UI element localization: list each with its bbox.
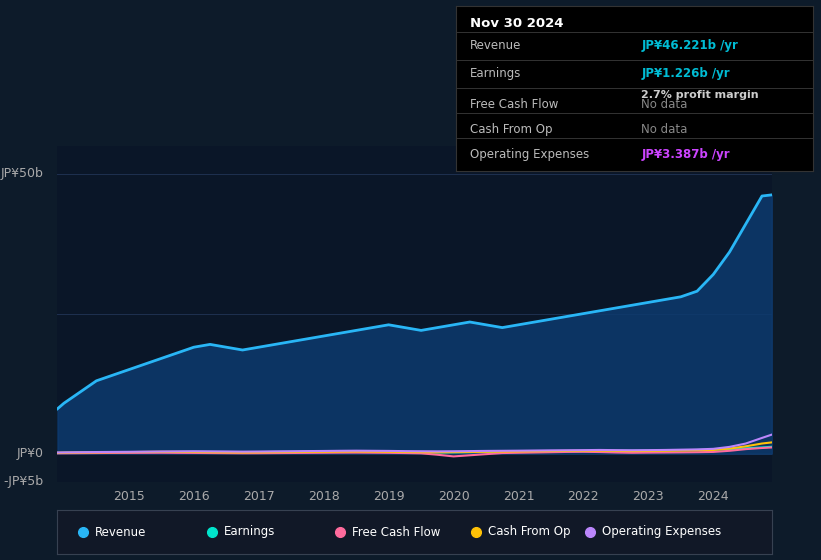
Text: JP¥1.226b /yr: JP¥1.226b /yr xyxy=(641,67,730,80)
Text: Earnings: Earnings xyxy=(224,525,275,539)
Text: JP¥0: JP¥0 xyxy=(16,447,44,460)
Text: 2.7% profit margin: 2.7% profit margin xyxy=(641,90,759,100)
Text: Operating Expenses: Operating Expenses xyxy=(470,148,589,161)
Text: Cash From Op: Cash From Op xyxy=(470,123,553,136)
Text: No data: No data xyxy=(641,123,688,136)
Text: -JP¥5b: -JP¥5b xyxy=(3,475,44,488)
Text: Nov 30 2024: Nov 30 2024 xyxy=(470,17,563,30)
Text: JP¥50b: JP¥50b xyxy=(0,167,44,180)
Text: JP¥3.387b /yr: JP¥3.387b /yr xyxy=(641,148,730,161)
Text: Cash From Op: Cash From Op xyxy=(488,525,571,539)
Text: Operating Expenses: Operating Expenses xyxy=(603,525,722,539)
Text: No data: No data xyxy=(641,98,688,111)
Text: Free Cash Flow: Free Cash Flow xyxy=(470,98,558,111)
Text: Revenue: Revenue xyxy=(95,525,147,539)
Text: Revenue: Revenue xyxy=(470,39,521,52)
Text: Free Cash Flow: Free Cash Flow xyxy=(352,525,441,539)
Text: Earnings: Earnings xyxy=(470,67,521,80)
Text: JP¥46.221b /yr: JP¥46.221b /yr xyxy=(641,39,738,52)
